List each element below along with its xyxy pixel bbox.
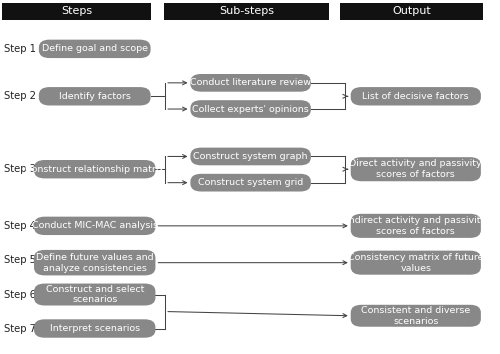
Text: Define goal and scope: Define goal and scope: [42, 44, 148, 53]
FancyBboxPatch shape: [34, 284, 156, 306]
Text: Direct activity and passivity
scores of factors: Direct activity and passivity scores of …: [350, 159, 482, 179]
Text: Step 5: Step 5: [4, 255, 36, 265]
Text: Collect experts' opinions: Collect experts' opinions: [192, 104, 309, 114]
Text: Identify factors: Identify factors: [59, 92, 130, 101]
FancyBboxPatch shape: [190, 100, 311, 118]
FancyBboxPatch shape: [39, 40, 150, 58]
FancyBboxPatch shape: [164, 3, 330, 20]
Text: Step 7: Step 7: [4, 324, 36, 333]
Text: Step 6: Step 6: [4, 290, 36, 299]
Text: Consistent and diverse
scenarios: Consistent and diverse scenarios: [361, 306, 470, 326]
Text: Step 2: Step 2: [4, 91, 36, 101]
Text: Indirect activity and passivity
scores of factors: Indirect activity and passivity scores o…: [346, 216, 486, 236]
Text: Conduct MIC-MAC analysis: Conduct MIC-MAC analysis: [32, 221, 158, 230]
Text: Interpret scenarios: Interpret scenarios: [50, 324, 140, 333]
FancyBboxPatch shape: [350, 251, 481, 275]
FancyBboxPatch shape: [34, 160, 156, 178]
FancyBboxPatch shape: [350, 87, 481, 105]
FancyBboxPatch shape: [34, 319, 156, 338]
Text: Construct and select
scenarios: Construct and select scenarios: [46, 285, 144, 304]
Text: List of decisive factors: List of decisive factors: [362, 92, 469, 101]
Text: Conduct literature review: Conduct literature review: [190, 78, 311, 87]
Text: Sub-steps: Sub-steps: [220, 6, 274, 16]
FancyBboxPatch shape: [350, 305, 481, 327]
Text: Step 3: Step 3: [4, 164, 36, 174]
FancyBboxPatch shape: [190, 148, 311, 165]
Text: Step 4: Step 4: [4, 221, 36, 231]
FancyBboxPatch shape: [190, 174, 311, 192]
FancyBboxPatch shape: [350, 157, 481, 181]
Text: Construct system grid: Construct system grid: [198, 178, 304, 187]
Text: Construct system graph: Construct system graph: [194, 152, 308, 161]
Text: Define future values and
analyze consistencies: Define future values and analyze consist…: [36, 253, 154, 273]
Text: Construct relationship matrix: Construct relationship matrix: [25, 165, 164, 174]
FancyBboxPatch shape: [350, 214, 481, 238]
Text: Consistency matrix of future
values: Consistency matrix of future values: [348, 253, 484, 273]
FancyBboxPatch shape: [2, 3, 150, 20]
Text: Output: Output: [392, 6, 431, 16]
FancyBboxPatch shape: [34, 250, 156, 275]
FancyBboxPatch shape: [190, 74, 311, 92]
FancyBboxPatch shape: [34, 217, 156, 235]
Text: Steps: Steps: [61, 6, 92, 16]
FancyBboxPatch shape: [39, 87, 150, 105]
Text: Step 1: Step 1: [4, 44, 36, 54]
FancyBboxPatch shape: [340, 3, 484, 20]
